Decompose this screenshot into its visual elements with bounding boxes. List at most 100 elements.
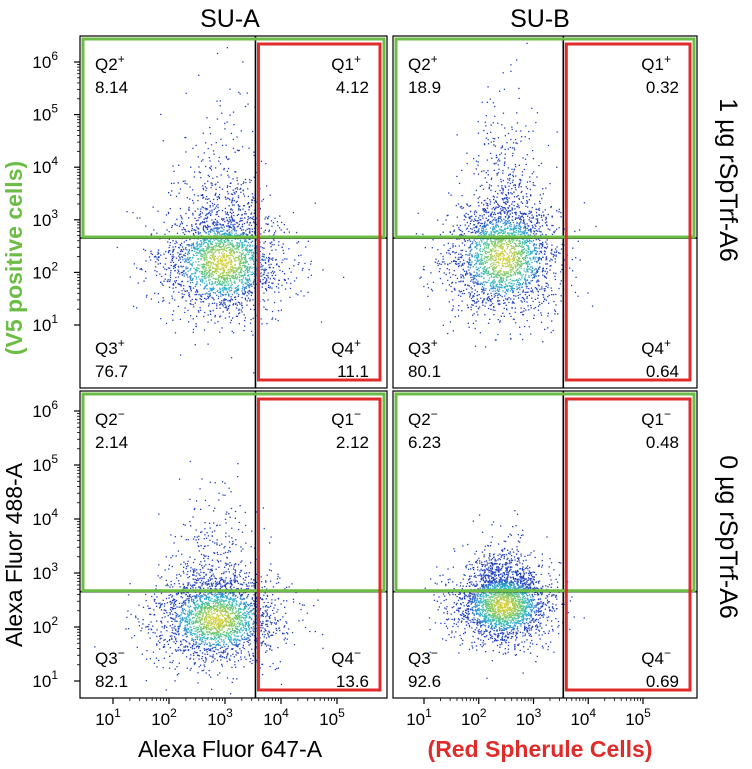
event-point <box>483 284 485 286</box>
event-point <box>514 274 516 276</box>
event-point <box>484 208 487 211</box>
event-point <box>450 194 452 196</box>
event-point <box>196 248 199 250</box>
event-point <box>231 230 233 232</box>
event-point <box>226 262 229 264</box>
event-point <box>173 182 175 184</box>
event-point <box>253 263 255 265</box>
event-point <box>496 274 498 276</box>
event-point <box>587 292 589 294</box>
event-point <box>274 217 276 219</box>
event-point <box>216 52 219 55</box>
event-point <box>235 232 237 234</box>
event-point <box>197 291 199 293</box>
event-point <box>195 220 198 222</box>
event-point <box>472 241 474 243</box>
event-point <box>204 274 206 277</box>
event-point <box>538 280 540 282</box>
event-point <box>192 245 194 247</box>
event-point <box>512 152 514 155</box>
event-point <box>215 238 217 241</box>
row-title-0ug: 0 µg rSpTrf-A6 <box>714 455 742 619</box>
event-point <box>526 223 528 225</box>
event-point <box>213 302 216 304</box>
event-point <box>496 174 498 176</box>
event-point <box>233 220 236 222</box>
event-point <box>204 277 206 280</box>
event-point <box>207 262 210 264</box>
event-point <box>473 211 475 213</box>
event-point <box>494 339 496 341</box>
event-point <box>474 246 476 248</box>
event-point <box>201 272 204 274</box>
event-point <box>234 259 236 261</box>
event-point <box>468 230 470 233</box>
event-point <box>515 232 517 234</box>
quadrant-value-q1: 4.12 <box>336 78 369 97</box>
event-point <box>239 259 241 261</box>
event-point <box>212 253 215 255</box>
event-point <box>493 241 495 243</box>
event-point <box>182 296 184 298</box>
event-point <box>206 228 208 231</box>
event-point <box>228 205 230 207</box>
event-point <box>249 221 251 224</box>
event-point <box>544 288 546 290</box>
event-point <box>476 291 478 293</box>
event-point <box>248 278 251 280</box>
event-point <box>508 222 510 224</box>
event-point <box>542 270 544 272</box>
event-point <box>215 142 217 144</box>
event-point <box>241 250 243 252</box>
event-point <box>236 226 239 228</box>
event-point <box>437 219 439 221</box>
event-point <box>479 332 481 334</box>
event-point <box>200 294 202 296</box>
event-point <box>508 257 510 259</box>
event-point <box>237 259 239 261</box>
event-point <box>249 245 251 248</box>
event-point <box>513 224 515 226</box>
event-point <box>197 156 199 158</box>
event-point <box>277 244 280 246</box>
event-point <box>242 262 244 264</box>
event-point <box>483 249 485 251</box>
event-point <box>475 274 477 276</box>
event-point <box>477 256 479 259</box>
event-point <box>236 292 238 294</box>
event-point <box>470 264 472 267</box>
event-point <box>453 260 455 262</box>
event-point <box>274 274 277 276</box>
event-point <box>231 242 233 244</box>
event-point <box>481 215 483 217</box>
event-point <box>511 260 513 263</box>
event-point <box>238 223 240 226</box>
event-point <box>221 263 223 265</box>
event-point <box>218 195 220 198</box>
event-point <box>468 246 471 249</box>
event-point <box>186 274 188 276</box>
event-point <box>445 219 447 221</box>
event-point <box>236 222 239 224</box>
event-point <box>477 161 479 163</box>
event-point <box>515 212 517 214</box>
event-point <box>455 251 457 254</box>
event-point <box>230 268 232 271</box>
event-point <box>268 230 270 233</box>
event-point <box>213 232 216 234</box>
event-point <box>489 282 491 284</box>
event-point <box>461 195 463 197</box>
event-point <box>470 263 472 265</box>
event-point <box>520 219 522 221</box>
event-point <box>217 267 219 269</box>
event-point <box>512 267 514 269</box>
event-point <box>248 267 251 269</box>
event-point <box>545 285 547 287</box>
event-point <box>495 276 497 278</box>
event-point <box>209 266 211 268</box>
event-point <box>478 270 480 272</box>
event-point <box>245 240 247 242</box>
event-point <box>217 239 219 241</box>
event-point <box>196 254 198 256</box>
event-point <box>529 220 532 223</box>
